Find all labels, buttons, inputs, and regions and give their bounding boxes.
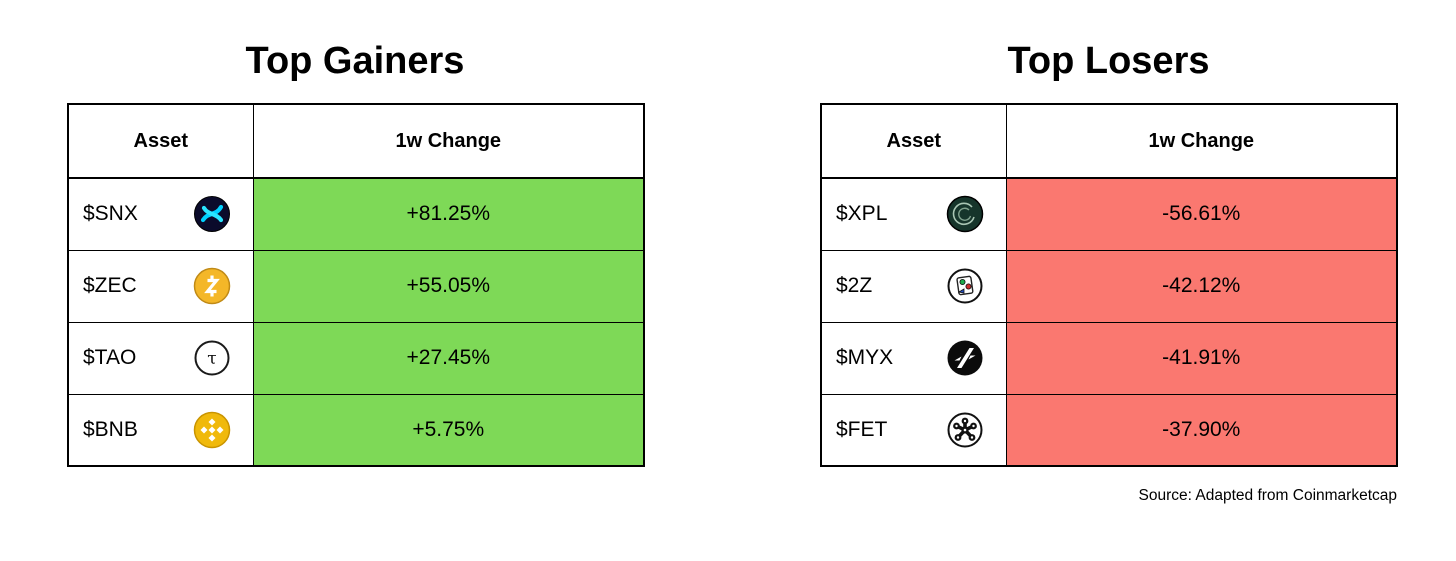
asset-symbol: $SNX: [83, 202, 138, 226]
table-row: $SNX +81.25%: [67, 177, 645, 251]
gainers-header-row: Asset 1w Change: [67, 103, 645, 179]
change-cell: -42.12%: [1005, 249, 1398, 323]
change-cell: +27.45%: [252, 321, 645, 395]
change-cell: -41.91%: [1005, 321, 1398, 395]
losers-asset-header: Asset: [820, 103, 1007, 179]
table-row: $BNB +5.75%: [67, 393, 645, 467]
asset-cell: $TAO τ: [67, 321, 254, 395]
table-row: $TAO τ +27.45%: [67, 321, 645, 395]
fet-coin-icon: [946, 411, 984, 449]
asset-symbol: $TAO: [83, 346, 137, 369]
table-row: $2Z -42.12%: [820, 249, 1398, 323]
snx-coin-icon: [193, 195, 231, 233]
myx-coin-icon: [946, 339, 984, 377]
tao-coin-icon: τ: [193, 339, 231, 377]
change-cell: +55.05%: [252, 249, 645, 323]
gainers-asset-header: Asset: [67, 103, 254, 179]
asset-cell: $MYX: [820, 321, 1007, 395]
gainers-table: Asset 1w Change $SNX +81.25% $ZEC: [67, 103, 645, 467]
losers-change-header: 1w Change: [1005, 103, 1398, 179]
losers-table: Asset 1w Change $XPL -56.61% $2Z: [820, 103, 1398, 467]
losers-title: Top Losers: [1007, 40, 1210, 82]
asset-symbol: $FET: [836, 417, 888, 441]
svg-text:τ: τ: [207, 349, 216, 369]
change-cell: +5.75%: [252, 393, 645, 467]
asset-cell: $FET: [820, 393, 1007, 467]
asset-symbol: $BNB: [83, 417, 138, 441]
asset-cell: $BNB: [67, 393, 254, 467]
asset-cell: $2Z: [820, 249, 1007, 323]
table-row: $FET -37.90%: [820, 393, 1398, 467]
gainers-change-header: 1w Change: [252, 103, 645, 179]
asset-symbol: $2Z: [836, 274, 873, 297]
asset-symbol: $MYX: [836, 346, 894, 369]
losers-header-row: Asset 1w Change: [820, 103, 1398, 179]
bnb-coin-icon: [193, 411, 231, 449]
table-row: $XPL -56.61%: [820, 177, 1398, 251]
change-cell: +81.25%: [252, 177, 645, 251]
asset-symbol: $XPL: [836, 202, 888, 226]
asset-cell: $XPL: [820, 177, 1007, 251]
asset-cell: $SNX: [67, 177, 254, 251]
table-row: $ZEC +55.05%: [67, 249, 645, 323]
source-note: Source: Adapted from Coinmarketcap: [1138, 487, 1397, 504]
2z-coin-icon: [946, 267, 984, 305]
gainers-title: Top Gainers: [245, 40, 465, 82]
asset-symbol: $ZEC: [83, 274, 137, 297]
asset-cell: $ZEC: [67, 249, 254, 323]
zec-coin-icon: [193, 267, 231, 305]
table-row: $MYX -41.91%: [820, 321, 1398, 395]
xpl-coin-icon: [946, 195, 984, 233]
change-cell: -37.90%: [1005, 393, 1398, 467]
change-cell: -56.61%: [1005, 177, 1398, 251]
